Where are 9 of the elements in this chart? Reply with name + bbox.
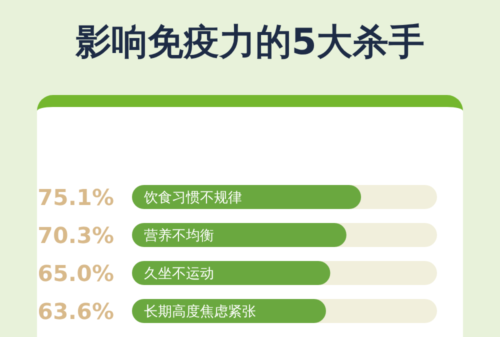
y-tick-label: 饮食习惯不规律 [143,190,242,206]
data-label: 65.0% [38,262,114,287]
y-tick-label: 营养不均衡 [144,228,214,244]
data-label: 75.1% [38,186,114,211]
chart-title: 影响免疫力的5大杀手 [74,21,426,65]
data-label: 63.6% [38,300,114,325]
y-tick-label: 久坐不运动 [144,266,214,282]
data-label: 70.3% [38,224,114,249]
y-tick-label: 长期高度焦虑紧张 [144,304,256,320]
